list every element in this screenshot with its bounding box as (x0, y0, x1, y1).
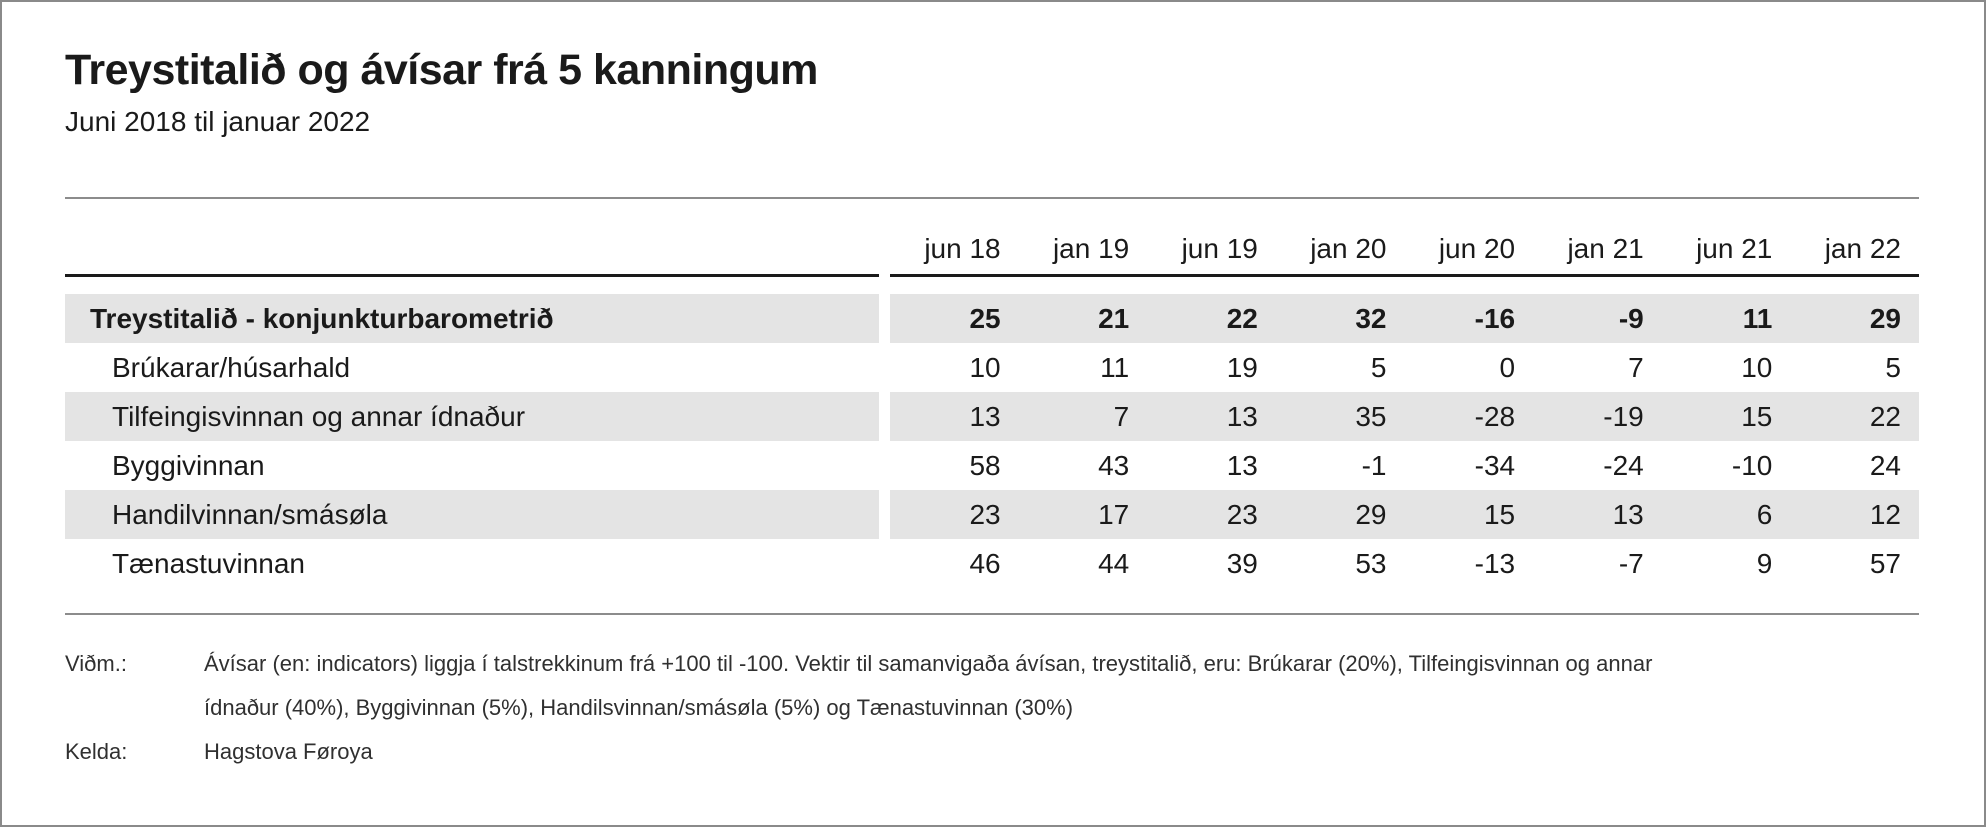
value-cell: 5 (1885, 351, 1901, 383)
footnote-source-text: Hagstova Føroya (204, 739, 373, 764)
column-header-jan20: jan 20 (1310, 233, 1387, 264)
value-cell: 15 (1404, 490, 1534, 539)
row-gap-cell (879, 392, 890, 441)
value-cell: 46 (969, 547, 1001, 579)
value-cell: 7 (1628, 351, 1644, 383)
table-row-treystitalid: Treystitalið - konjunkturbarometrið 25 2… (65, 294, 1919, 343)
row-gap-cell (879, 343, 890, 392)
value-cell: -24 (1603, 449, 1644, 481)
value-cell: 13 (1533, 490, 1662, 539)
value-cell: 35 (1275, 392, 1405, 441)
value-cell: -34 (1474, 449, 1516, 481)
value-cell: 11 (1100, 351, 1130, 383)
value-cell: 23 (890, 490, 1019, 539)
value-cell: 43 (1098, 449, 1130, 481)
row-label: Brúkarar/húsarhald (112, 351, 351, 383)
value-cell: -10 (1731, 449, 1773, 481)
value-cell: 32 (1275, 294, 1405, 343)
value-cell: -13 (1474, 547, 1516, 579)
value-cell: 57 (1869, 547, 1901, 579)
column-header-jan19: jan 19 (1052, 233, 1130, 264)
row-gap-cell (879, 294, 890, 343)
row-label: Tilfeingisvinnan og annar ídnaður (65, 392, 879, 441)
value-cell: 0 (1499, 351, 1516, 383)
footnote-source-label: Kelda: (65, 739, 128, 764)
header-underline-data-segment (890, 274, 1919, 277)
page-subtitle: Juni 2018 til januar 2022 (65, 106, 371, 137)
value-cell: 19 (1226, 351, 1258, 383)
value-cell: 12 (1790, 490, 1919, 539)
value-cell: 22 (1147, 294, 1276, 343)
table-row-handilvinnan: Handilvinnan/smásøla 23 17 23 29 15 13 6… (65, 490, 1919, 539)
table-row-brukarar: Brúkarar/húsarhald 10 11 19 5 0 7 10 5 (65, 343, 1919, 392)
row-gap-cell (879, 539, 890, 588)
column-header-jun20: jun 20 (1438, 233, 1516, 264)
value-cell: 15 (1661, 392, 1791, 441)
table-header-row: jun 18 jan 19 jun 19 jan 20 jun 20 jan 2… (65, 199, 1919, 274)
table-top-rule (65, 197, 1919, 199)
table-row-byggivinnan: Byggivinnan 58 43 13 -1 -34 -24 -10 24 (65, 441, 1919, 490)
footnote-remark-line-1: Ávísar (en: indicators) liggja í talstre… (204, 651, 1653, 676)
value-cell: -1 (1361, 449, 1387, 481)
value-cell: -16 (1404, 294, 1534, 343)
value-cell: 53 (1355, 547, 1387, 579)
table-row-taenastuvinnan: Tænastuvinnan 46 44 39 53 -13 -7 9 57 (65, 539, 1919, 588)
value-cell: 10 (969, 351, 1001, 383)
row-gap-cell (879, 441, 890, 490)
header-underline-label-segment (65, 274, 879, 277)
value-cell: 23 (1147, 490, 1276, 539)
value-cell: -7 (1618, 547, 1644, 579)
footnote-remark: Viðm.: Ávísar (en: indicators) liggja í … (65, 642, 1919, 730)
column-header-jun18: jun 18 (924, 233, 1001, 264)
value-cell: 6 (1661, 490, 1791, 539)
value-cell: 7 (1018, 392, 1148, 441)
value-cell: 13 (1147, 392, 1276, 441)
value-cell: 13 (890, 392, 1019, 441)
value-cell: 9 (1756, 547, 1773, 579)
row-label: Tænastuvinnan (112, 547, 306, 579)
row-label: Treystitalið - konjunkturbarometrið (65, 294, 879, 343)
value-cell: 22 (1790, 392, 1919, 441)
page-title: Treystitalið og ávísar frá 5 kanningum (65, 46, 818, 94)
footnote-source: Kelda: Hagstova Føroya (65, 730, 1919, 774)
value-cell: 25 (890, 294, 1019, 343)
value-cell: 29 (1275, 490, 1405, 539)
row-label: Byggivinnan (112, 449, 265, 481)
value-cell: 10 (1741, 351, 1773, 383)
value-cell: 13 (1226, 449, 1258, 481)
value-cell: 29 (1790, 294, 1919, 343)
row-gap-cell (879, 490, 890, 539)
card-content: Treystitalið og ávísar frá 5 kanningum J… (65, 46, 1919, 774)
table-row-tilfeingisvinnan: Tilfeingisvinnan og annar ídnaður 13 7 1… (65, 392, 1919, 441)
column-header-jan22: jan 22 (1824, 233, 1901, 264)
value-cell: 44 (1098, 547, 1130, 579)
column-header-jan21: jan 21 (1567, 233, 1644, 264)
column-header-jun19: jun 19 (1181, 233, 1258, 264)
footnote-remark-line-2: ídnaður (40%), Byggivinnan (5%), Handils… (204, 695, 1074, 720)
value-cell: -9 (1533, 294, 1662, 343)
value-cell: -28 (1404, 392, 1534, 441)
row-label: Handilvinnan/smásøla (65, 490, 879, 539)
value-cell: 5 (1370, 351, 1387, 383)
value-cell: 24 (1869, 449, 1901, 481)
value-cell: -19 (1533, 392, 1662, 441)
value-cell: 21 (1018, 294, 1148, 343)
footnotes: Viðm.: Ávísar (en: indicators) liggja í … (65, 642, 1919, 774)
footnote-remark-label: Viðm.: (65, 651, 127, 676)
value-cell: 17 (1018, 490, 1148, 539)
value-cell: 39 (1226, 547, 1258, 579)
value-cell: 58 (969, 449, 1001, 481)
footnote-remark-text: Ávísar (en: indicators) liggja í talstre… (204, 642, 1919, 730)
table-body: Treystitalið - konjunkturbarometrið 25 2… (65, 294, 1919, 588)
table-bottom-rule (65, 613, 1919, 615)
value-cell: 11 (1661, 294, 1791, 343)
column-header-jun21: jun 21 (1696, 233, 1773, 264)
